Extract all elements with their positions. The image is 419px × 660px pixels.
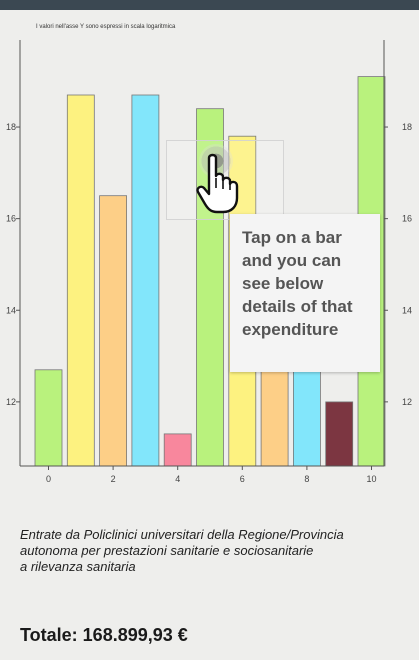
tap-hand-icon [196, 153, 239, 214]
expenditure-description: Entrate da Policlinici universitari dell… [20, 527, 410, 575]
y-tick-label-left: 12 [6, 397, 16, 407]
description-line: Entrate da Policlinici universitari dell… [20, 527, 344, 542]
description-line: a rilevanza sanitaria [20, 559, 136, 574]
x-tick-label: 2 [111, 474, 116, 484]
axis-layer: 12 12 14 14 16 16 18 18 0 2 4 6 8 10 [6, 40, 412, 484]
tooltip-line: Tap on a bar [242, 228, 342, 247]
bar-1[interactable] [66, 94, 95, 467]
bar-9[interactable] [325, 401, 354, 467]
chart-log-scale-note: I valori nell'asse Y sono espressi in sc… [36, 24, 176, 30]
x-tick-label: 0 [46, 474, 51, 484]
y-tick-label-right: 18 [402, 122, 412, 132]
total-amount: Totale: 168.899,93 € [20, 625, 188, 645]
y-tick-label-right: 12 [402, 397, 412, 407]
x-tick-label: 4 [175, 474, 180, 484]
x-tick-label: 6 [240, 474, 245, 484]
bar-2[interactable] [99, 195, 127, 467]
y-tick-label-right: 16 [402, 214, 412, 224]
y-tick-label-left: 16 [6, 214, 16, 224]
x-tick-label: 8 [304, 474, 309, 484]
bar-3[interactable] [131, 94, 160, 467]
y-tick-label-left: 18 [6, 122, 16, 132]
status-bar [0, 0, 419, 10]
tooltip-line: details of that [242, 297, 353, 316]
x-tick-label: 10 [366, 474, 376, 484]
tooltip-line: see below [242, 274, 324, 293]
tooltip-line: expenditure [242, 320, 339, 339]
bar-4[interactable] [163, 433, 192, 467]
tap-hint-tooltip: Tap on a bar and you can see below detai… [230, 214, 380, 372]
description-line: autonoma per prestazioni sanitarie e soc… [20, 543, 314, 558]
tooltip-line: and you can [242, 251, 342, 270]
y-tick-label-right: 14 [402, 305, 412, 315]
y-tick-label-left: 14 [6, 305, 16, 315]
bar-0[interactable] [34, 369, 63, 467]
